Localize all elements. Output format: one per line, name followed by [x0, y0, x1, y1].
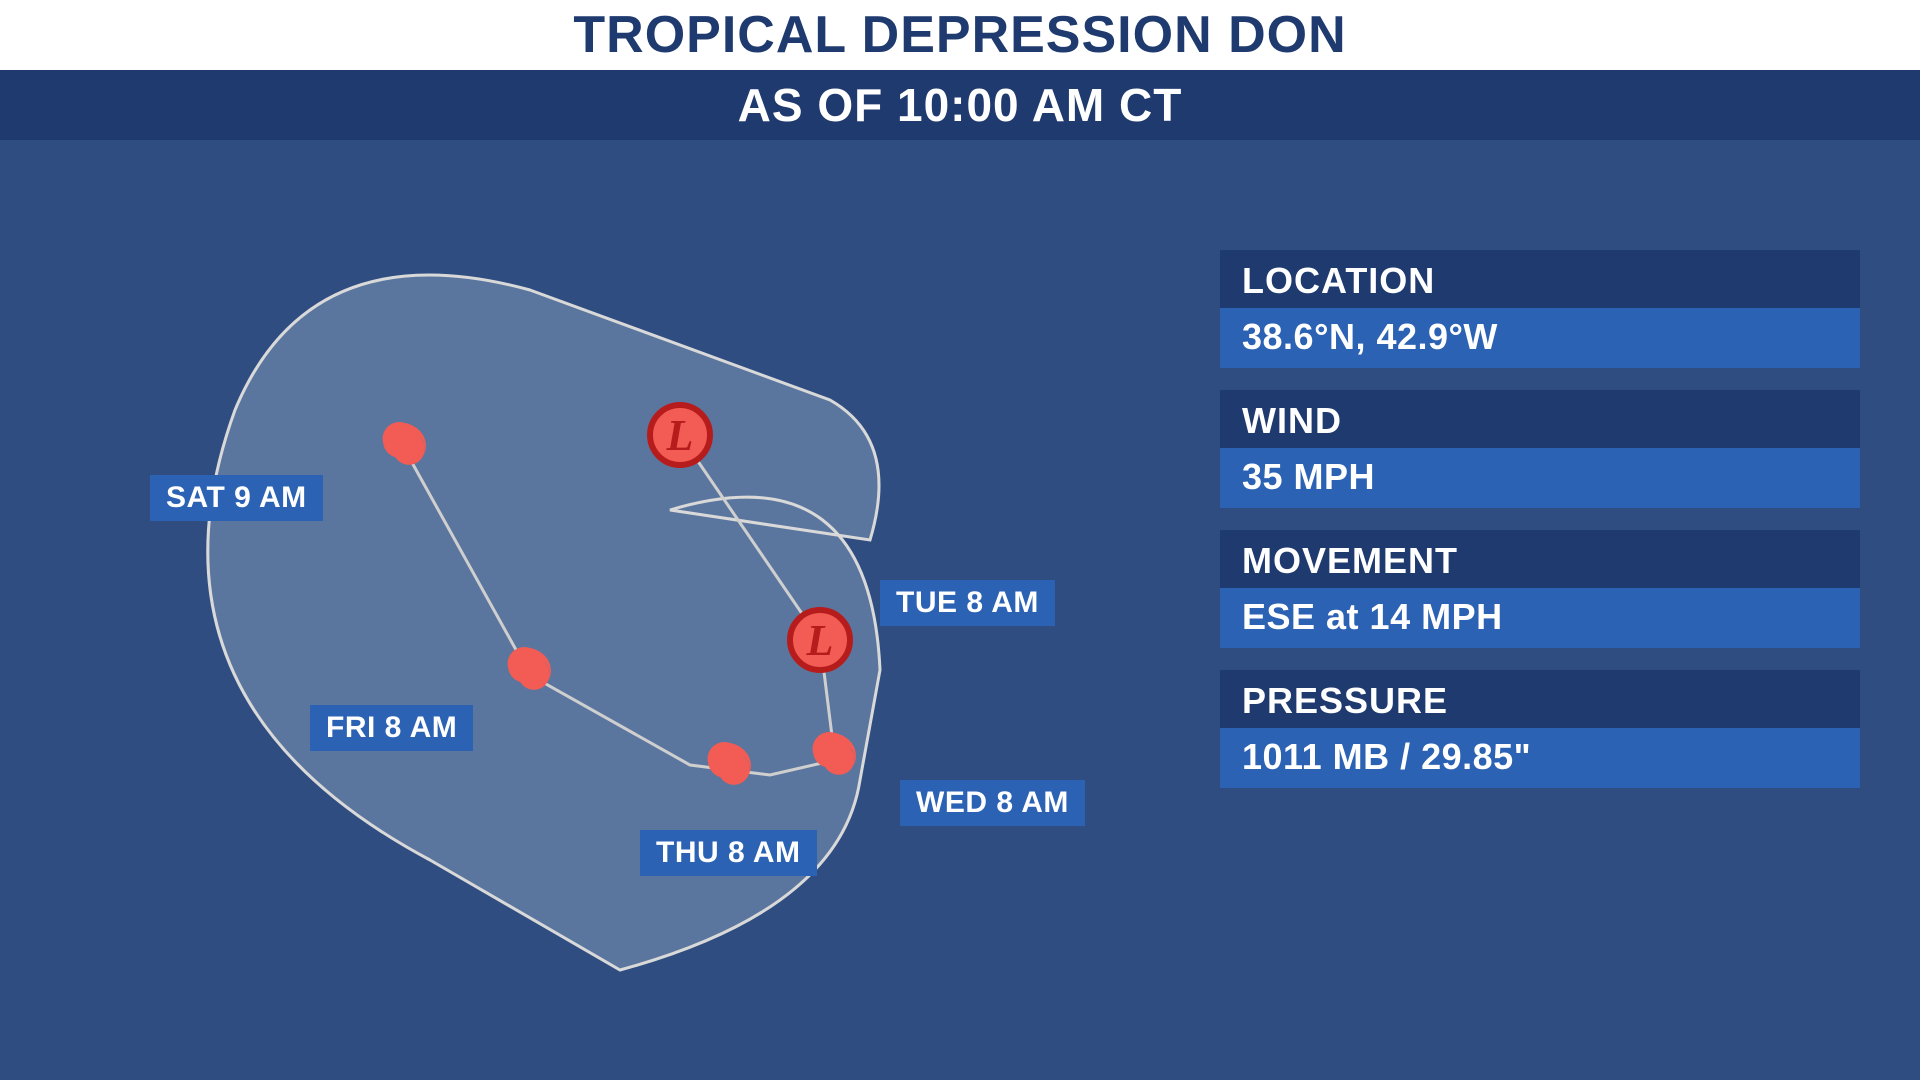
track-point-2 — [807, 730, 863, 791]
subtitle-text: AS OF 10:00 AM CT — [738, 78, 1183, 132]
depression-icon: L — [787, 607, 853, 673]
hurricane-icon — [377, 420, 433, 476]
track-label-2: WED 8 AM — [900, 780, 1085, 826]
info-label: MOVEMENT — [1220, 530, 1860, 588]
track-label-4: FRI 8 AM — [310, 705, 473, 751]
track-label-5: SAT 9 AM — [150, 475, 323, 521]
info-row-pressure: PRESSURE 1011 MB / 29.85" — [1220, 670, 1860, 788]
depression-icon: L — [647, 402, 713, 468]
track-point-4 — [502, 645, 558, 706]
hurricane-icon — [807, 730, 863, 786]
info-row-wind: WIND 35 MPH — [1220, 390, 1860, 508]
map-area: L L TUE 8 AM WED 8 AM THU 8 AM FRI 8 AM SAT 9… — [0, 140, 1920, 1080]
title-bar: TROPICAL DEPRESSION DON — [0, 0, 1920, 70]
subtitle-bar: AS OF 10:00 AM CT — [0, 70, 1920, 140]
info-value: 1011 MB / 29.85" — [1220, 728, 1860, 788]
track-point-1: L — [787, 607, 853, 673]
info-value: 38.6°N, 42.9°W — [1220, 308, 1860, 368]
depression-letter: L — [667, 410, 694, 461]
info-label: PRESSURE — [1220, 670, 1860, 728]
info-label: WIND — [1220, 390, 1860, 448]
depression-letter: L — [807, 615, 834, 666]
track-label-3: THU 8 AM — [640, 830, 817, 876]
hurricane-icon — [702, 740, 758, 796]
track-point-3 — [702, 740, 758, 801]
title-text: TROPICAL DEPRESSION DON — [573, 5, 1346, 65]
info-value: ESE at 14 MPH — [1220, 588, 1860, 648]
info-value: 35 MPH — [1220, 448, 1860, 508]
info-row-location: LOCATION 38.6°N, 42.9°W — [1220, 250, 1860, 368]
info-label: LOCATION — [1220, 250, 1860, 308]
track-point-5 — [377, 420, 433, 481]
info-row-movement: MOVEMENT ESE at 14 MPH — [1220, 530, 1860, 648]
track-point-0: L — [647, 402, 713, 468]
track-label-1: TUE 8 AM — [880, 580, 1055, 626]
hurricane-icon — [502, 645, 558, 701]
storm-info-panel: LOCATION 38.6°N, 42.9°W WIND 35 MPH MOVE… — [1220, 250, 1860, 810]
